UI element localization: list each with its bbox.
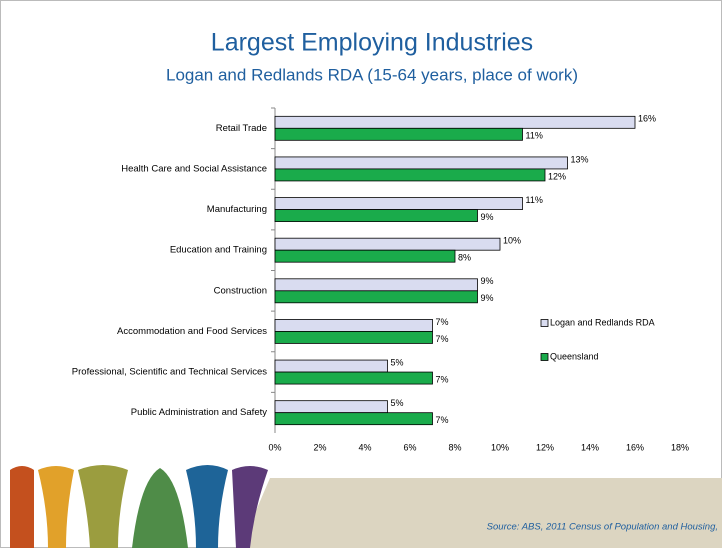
deco-shape <box>78 465 128 548</box>
y-tick-label: Retail Trade <box>216 123 267 134</box>
value-label: 12% <box>548 171 566 181</box>
footer-band <box>240 478 722 548</box>
y-tick-label: Construction <box>214 285 267 296</box>
legend-label: Queensland <box>550 351 599 361</box>
x-tick-label: 16% <box>626 442 644 452</box>
value-label: 5% <box>391 398 404 408</box>
x-tick-label: 6% <box>403 442 416 452</box>
bar <box>274 319 433 332</box>
legend-label: Logan and Redlands RDA <box>550 317 655 327</box>
value-label: 7% <box>436 374 449 384</box>
bar <box>274 127 523 141</box>
y-tick-label: Professional, Scientific and Technical S… <box>72 367 267 378</box>
deco-shape <box>38 466 74 548</box>
x-tick-label: 18% <box>671 442 689 452</box>
bar <box>274 237 501 251</box>
x-tick-label: 14% <box>581 442 599 452</box>
y-tick-label: Public Administration and Safety <box>131 407 267 418</box>
value-label: 13% <box>571 154 589 164</box>
value-label: 10% <box>503 236 521 246</box>
value-label: 11% <box>526 195 543 205</box>
value-label: 7% <box>436 334 449 344</box>
bar <box>274 209 478 222</box>
source-note: Source: ABS, 2011 Census of Population a… <box>487 522 718 533</box>
deco-shape <box>10 466 34 548</box>
value-label: 16% <box>638 114 656 124</box>
bar <box>274 290 478 304</box>
bar <box>274 278 478 292</box>
value-label: 5% <box>391 357 404 367</box>
bar <box>274 331 433 344</box>
bar <box>274 371 433 385</box>
x-tick-label: 0% <box>268 442 281 452</box>
bar <box>274 197 523 210</box>
legend-swatch <box>540 319 549 327</box>
x-tick-label: 2% <box>313 442 326 452</box>
value-label: 9% <box>481 212 494 222</box>
deco-shape <box>232 466 268 548</box>
footer-decoration <box>10 465 722 548</box>
x-tick-label: 10% <box>491 442 509 452</box>
value-label: 9% <box>481 293 494 303</box>
chart-title: Largest Employing Industries <box>211 29 533 57</box>
deco-shape <box>132 468 188 548</box>
value-label: 8% <box>458 253 471 263</box>
bar <box>274 359 388 373</box>
legend-swatch <box>540 353 549 361</box>
x-tick-label: 4% <box>358 442 371 452</box>
y-tick-label: Accommodation and Food Services <box>117 326 267 337</box>
bar <box>274 156 568 170</box>
value-label: 7% <box>436 317 449 327</box>
chart-subtitle: Logan and Redlands RDA (15-64 years, pla… <box>166 65 578 84</box>
bar <box>274 412 433 426</box>
value-label: 9% <box>481 276 494 286</box>
y-tick-label: Education and Training <box>170 245 267 256</box>
bar <box>274 168 546 182</box>
y-tick-label: Manufacturing <box>207 204 267 215</box>
x-tick-label: 12% <box>536 442 554 452</box>
value-label: 11% <box>526 131 543 141</box>
bar <box>274 115 636 129</box>
x-tick-label: 8% <box>448 442 461 452</box>
value-label: 7% <box>436 415 449 425</box>
bar <box>274 400 388 414</box>
y-tick-label: Health Care and Social Assistance <box>121 163 267 174</box>
bar <box>274 249 456 263</box>
deco-shape <box>186 465 228 548</box>
